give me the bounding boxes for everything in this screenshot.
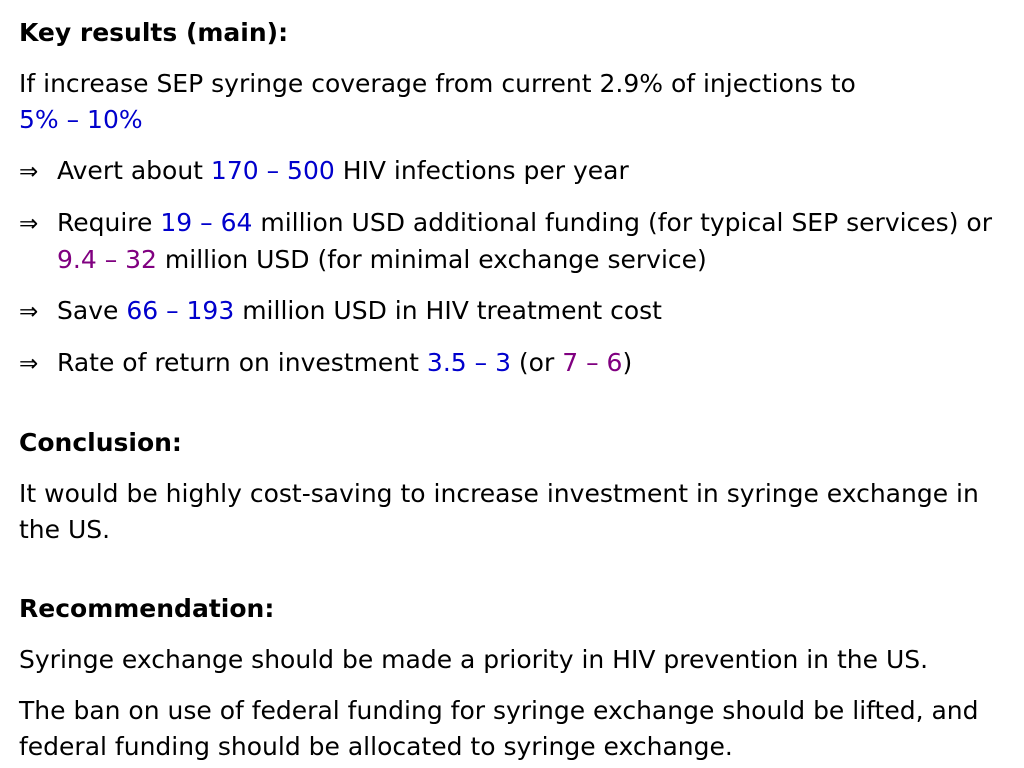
avert-prefix: Avert about	[57, 156, 211, 185]
spacer	[19, 138, 1014, 153]
implies-arrow-icon: ⇒	[19, 211, 39, 237]
spacer	[19, 190, 1014, 205]
conclusion-text: It would be highly cost-saving to increa…	[19, 479, 979, 544]
require-value-typical: 19 – 64	[160, 208, 253, 237]
spacer	[19, 278, 1014, 293]
slide-content: Key results (main): If increase SEP syri…	[19, 15, 1014, 765]
return-value-minimal: 7 – 6	[562, 348, 623, 377]
intro-text: If increase SEP syringe coverage from cu…	[19, 69, 856, 98]
save-suffix: million USD in HIV treatment cost	[234, 296, 662, 325]
key-results-heading: Key results (main):	[19, 18, 289, 47]
recommendation-text-1: Syringe exchange should be made a priori…	[19, 645, 929, 674]
require-middle: million USD additional funding (for typi…	[252, 208, 992, 237]
avert-value: 170 – 500	[210, 156, 335, 185]
implies-arrow-icon: ⇒	[19, 159, 39, 185]
require-value-minimal: 9.4 – 32	[57, 245, 157, 274]
spacer	[19, 627, 1014, 642]
implies-arrow-icon: ⇒	[19, 351, 39, 377]
return-bullet: ⇒ Rate of return on investment 3.5 – 3 (o…	[19, 345, 1014, 382]
save-bullet: ⇒ Save 66 – 193 million USD in HIV treatm…	[19, 293, 1014, 330]
require-prefix: Require	[57, 208, 161, 237]
require-bullet: ⇒ Require 19 – 64 million USD additional …	[19, 205, 1014, 278]
spacer	[19, 548, 1014, 591]
require-suffix: million USD (for minimal exchange servic…	[156, 245, 707, 274]
spacer	[19, 51, 1014, 66]
avert-bullet: ⇒ Avert about 170 – 500 HIV infections pe…	[19, 153, 1014, 190]
spacer	[19, 678, 1014, 693]
recommendation-heading: Recommendation:	[19, 594, 275, 623]
save-prefix: Save	[57, 296, 127, 325]
intro-range: 5% – 10%	[19, 105, 143, 134]
save-value: 66 – 193	[126, 296, 235, 325]
recommendation-text-2: The ban on use of federal funding for sy…	[19, 696, 979, 761]
avert-suffix: HIV infections per year	[334, 156, 629, 185]
implies-arrow-icon: ⇒	[19, 299, 39, 325]
spacer	[19, 461, 1014, 476]
spacer	[19, 330, 1014, 345]
return-value-typical: 3.5 – 3	[426, 348, 511, 377]
return-prefix: Rate of return on investment	[57, 348, 427, 377]
conclusion-heading: Conclusion:	[19, 428, 182, 457]
return-middle: (or	[510, 348, 563, 377]
spacer	[19, 382, 1014, 425]
key-results-intro: If increase SEP syringe coverage from cu…	[19, 66, 1014, 138]
return-suffix: )	[622, 348, 633, 377]
